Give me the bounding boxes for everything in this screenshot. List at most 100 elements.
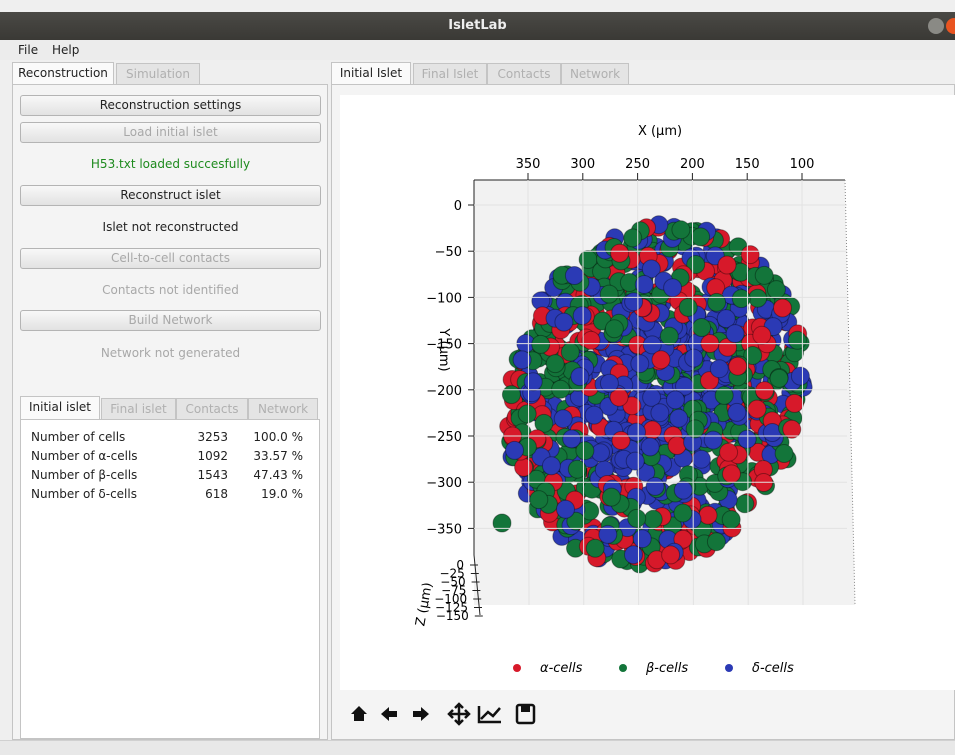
button[interactable]: Build Network — [20, 310, 321, 331]
tab[interactable]: Final islet — [101, 398, 176, 419]
cell — [592, 444, 610, 462]
cell — [561, 343, 579, 361]
cell — [586, 539, 604, 557]
cell — [699, 506, 717, 524]
z-tick-label: −150 — [436, 609, 469, 623]
tab[interactable]: Reconstruction — [12, 62, 114, 85]
cell — [530, 491, 548, 509]
cell — [710, 360, 728, 378]
row-label: Number of α-cells — [31, 449, 138, 463]
cell — [554, 410, 572, 428]
cell — [674, 504, 692, 522]
row-count: 1092 — [161, 449, 228, 463]
app: IsletLab File Help Reconstruction Simula… — [0, 0, 955, 755]
cell — [626, 452, 644, 470]
y-tick-label: −150 — [426, 338, 462, 353]
cell — [692, 450, 710, 468]
row-percent: 100.0 % — [236, 430, 303, 444]
x-tick-label: 150 — [735, 157, 760, 172]
legend-label: δ-cells — [752, 661, 794, 676]
cell — [605, 320, 623, 338]
cell — [704, 431, 722, 449]
row-count: 618 — [161, 487, 228, 501]
menu-item[interactable]: File — [18, 43, 38, 57]
tab[interactable]: Contacts — [176, 398, 248, 419]
cell — [692, 228, 710, 246]
y-tick-label: −50 — [435, 245, 462, 260]
row-label: Number of δ-cells — [31, 487, 137, 501]
status: Contacts not identified — [20, 283, 321, 297]
x-axis-label: X (μm) — [638, 124, 682, 139]
cell — [693, 319, 711, 337]
row-percent: 47.43 % — [236, 468, 303, 482]
minimize[interactable] — [928, 18, 944, 34]
cell — [506, 441, 524, 459]
cell — [685, 349, 703, 367]
close[interactable] — [946, 18, 955, 34]
button[interactable]: Reconstruction settings — [20, 95, 321, 116]
cell — [651, 404, 669, 422]
cell — [633, 530, 651, 548]
row-label: Number of cells — [31, 430, 125, 444]
cell — [729, 357, 747, 375]
cell — [707, 533, 725, 551]
cell — [767, 281, 785, 299]
cell — [631, 355, 649, 373]
back-button[interactable] — [381, 707, 397, 721]
toolbar — [345, 700, 545, 728]
cell — [518, 405, 536, 423]
legend-label: α-cells — [540, 661, 583, 676]
cell — [770, 369, 788, 387]
cell — [600, 285, 618, 303]
tab[interactable]: Network — [561, 63, 629, 84]
cell — [670, 409, 688, 427]
cell — [715, 386, 733, 404]
cell — [679, 298, 697, 316]
cell — [775, 445, 793, 463]
cell — [672, 221, 690, 239]
cell — [756, 382, 774, 400]
tab[interactable]: Initial Islet — [331, 62, 411, 85]
menu-item[interactable]: Help — [52, 43, 79, 57]
pan-button[interactable] — [449, 704, 469, 724]
cell — [582, 331, 600, 349]
home-button[interactable] — [351, 706, 367, 721]
cell — [664, 279, 682, 297]
button[interactable]: Reconstruct islet — [20, 185, 321, 206]
tab[interactable]: Initial islet — [20, 396, 100, 419]
tab[interactable]: Simulation — [116, 63, 200, 84]
cell — [774, 299, 792, 317]
legend-marker — [725, 664, 733, 672]
cell — [644, 510, 662, 528]
status: H53.txt loaded succesfully — [20, 157, 321, 171]
cell — [662, 546, 680, 564]
cell — [532, 335, 550, 353]
cell — [749, 289, 767, 307]
y-tick-label: 0 — [454, 199, 462, 214]
cell — [755, 266, 773, 284]
cell — [493, 514, 511, 532]
subplots-button[interactable] — [479, 706, 501, 722]
button[interactable]: Load initial islet — [20, 122, 321, 143]
cell — [602, 488, 620, 506]
cell — [728, 403, 746, 421]
legend-marker — [513, 664, 521, 672]
tab[interactable]: Contacts — [487, 63, 561, 84]
plot: X (μm)Y (μm)Z (μm)3503002502001501000−50… — [340, 95, 955, 690]
cell — [791, 367, 809, 385]
legend-label: β-cells — [645, 661, 688, 676]
forward-button[interactable] — [413, 707, 429, 721]
status: Network not generated — [20, 346, 321, 360]
cell — [686, 420, 704, 438]
cell — [524, 373, 542, 391]
cell — [736, 495, 754, 513]
tab[interactable]: Network — [248, 398, 318, 419]
button[interactable]: Cell-to-cell contacts — [20, 248, 321, 269]
cell — [625, 293, 643, 311]
tab[interactable]: Final Islet — [413, 63, 487, 84]
cell — [666, 391, 684, 409]
menu-bar: File Help — [0, 40, 955, 60]
save-button-detail — [521, 706, 530, 712]
row-percent: 19.0 % — [236, 487, 303, 501]
